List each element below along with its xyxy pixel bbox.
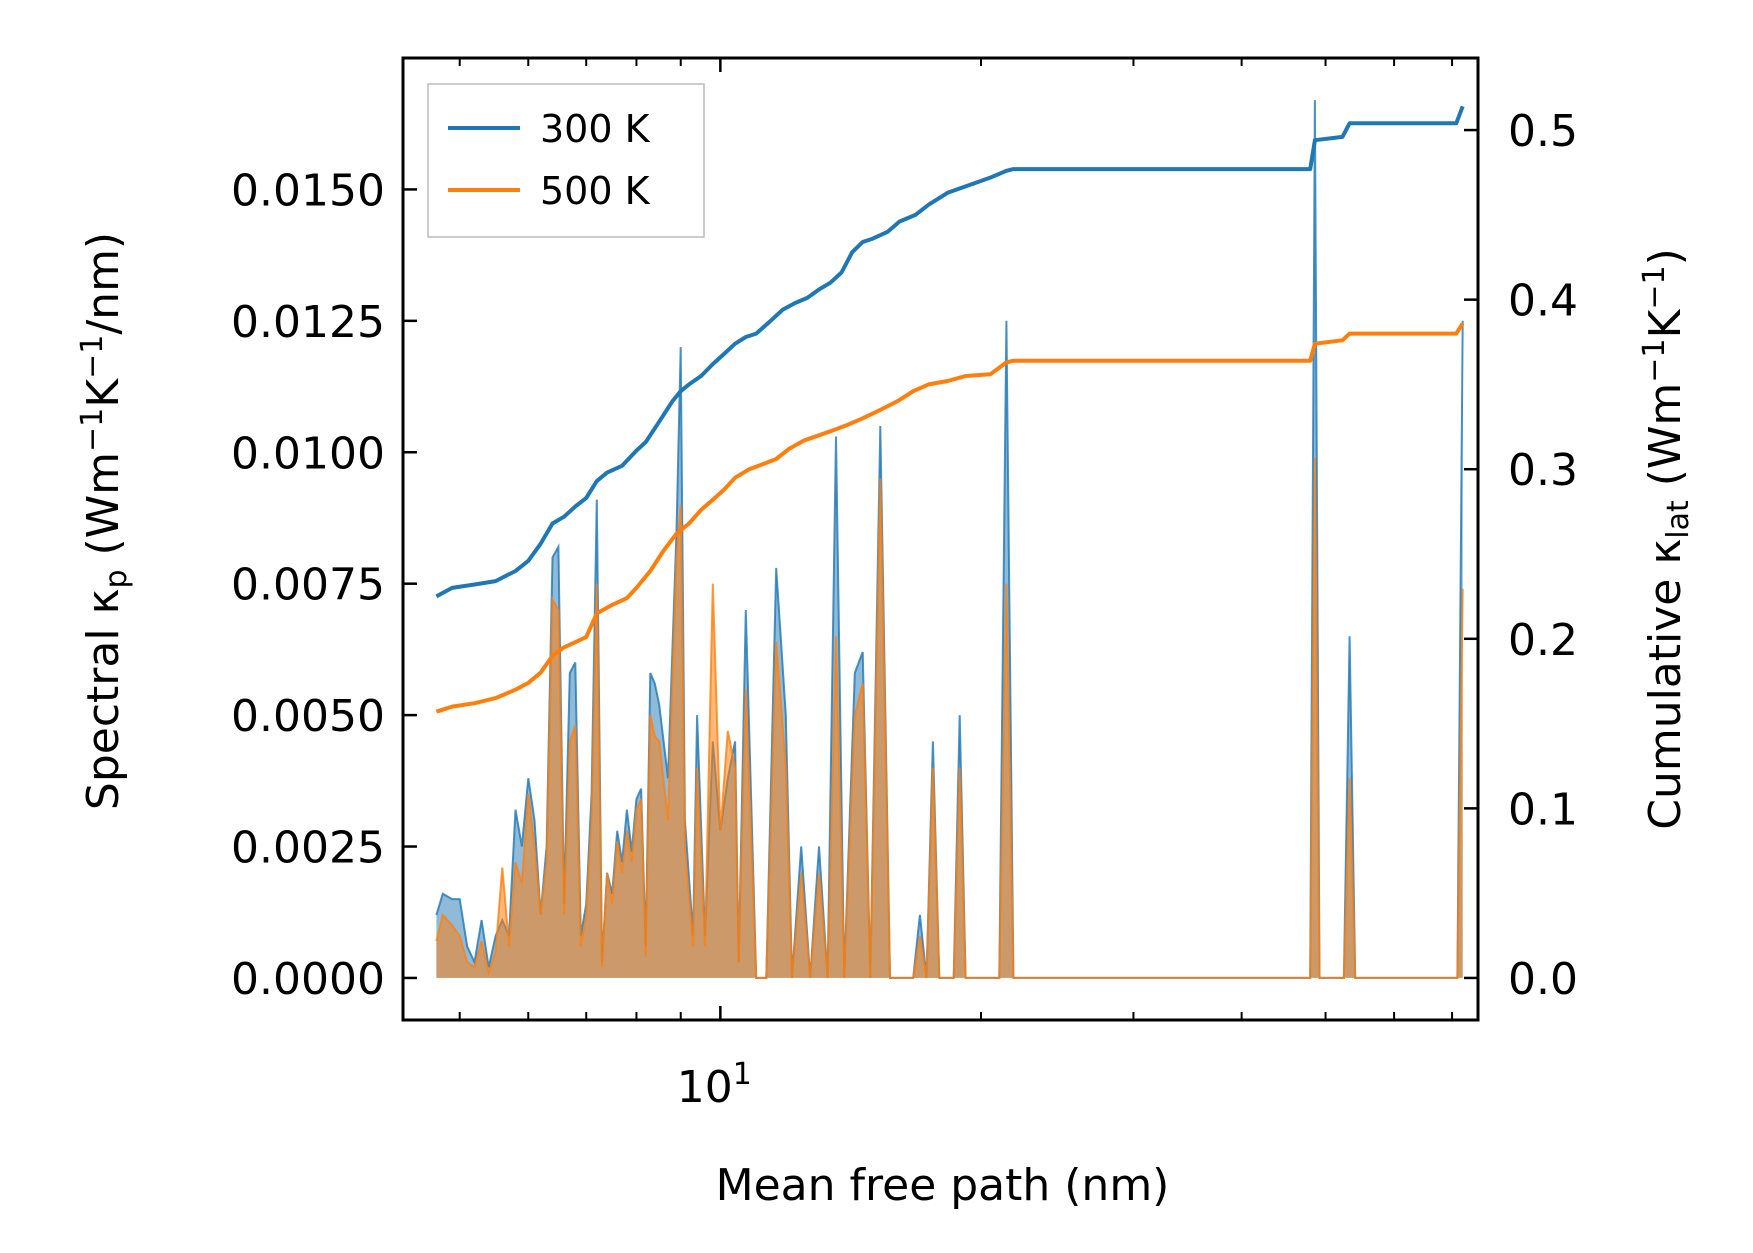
left-y-tick-label: 0.0100 [231, 428, 385, 479]
left-ylabel-sup1: −1 [75, 408, 110, 452]
left-ylabel-mid: K [78, 378, 129, 408]
legend-label-300k: 300 K [540, 107, 651, 151]
cumulative-line-300k [435, 105, 1465, 599]
x-axis-label: Mean free path (nm) [716, 1160, 1170, 1211]
left-y-tick-label: 0.0025 [231, 823, 385, 874]
right-ylabel-sup2: −1 [1637, 265, 1672, 309]
legend-label-500k: 500 K [540, 169, 651, 213]
right-y-tick-label: 0.4 [1508, 276, 1578, 327]
cumulative-lines [435, 105, 1465, 714]
x-tick-label: 101 [677, 1057, 752, 1113]
plot-frame [401, 56, 1480, 1022]
cumulative-line-500k [435, 322, 1465, 714]
left-y-tick-label: 0.0075 [231, 560, 385, 611]
left-ylabel-base: Spectral κ [78, 589, 129, 811]
left-y-axis-label: Spectral κp (Wm−1K−1/nm) [75, 232, 134, 810]
right-y-tick-label: 0.2 [1508, 615, 1578, 666]
legend-box [427, 83, 705, 238]
right-ylabel-unit-open: (Wm [1640, 383, 1691, 501]
legend: 300 K 500 K [427, 83, 705, 238]
right-y-tick-label: 0.1 [1508, 784, 1578, 835]
left-ylabel-unit-open: (Wm [78, 452, 129, 570]
right-y-tick-label: 0.3 [1508, 445, 1578, 496]
right-y-axis-label: Cumulative κlat (Wm−1K−1) [1637, 248, 1696, 830]
left-ylabel-sup2: −1 [75, 335, 110, 379]
left-ylabel-sub: p [99, 569, 134, 588]
right-ylabel-mid: K [1640, 308, 1691, 338]
right-ylabel-sup1: −1 [1637, 338, 1672, 382]
spectral-area-500k [436, 457, 1463, 978]
spectral-line-500k [435, 457, 1464, 979]
right-ylabel-sub: lat [1661, 500, 1696, 539]
right-y-tick-label: 0.5 [1508, 106, 1578, 157]
left-y-tick-label: 0.0150 [231, 165, 385, 216]
spectral-fills [435, 100, 1464, 979]
left-y-tick-label: 0.0050 [231, 691, 385, 742]
left-y-tick-label: 0.0000 [231, 954, 385, 1005]
right-ylabel-base: Cumulative κ [1640, 539, 1691, 830]
left-y-tick-label: 0.0125 [231, 297, 385, 348]
right-y-tick-label: 0.0 [1508, 954, 1578, 1005]
right-ylabel-unit-close: ) [1640, 248, 1691, 265]
left-ylabel-unit-close: /nm) [78, 232, 129, 335]
axis-ticks: 0.00000.00250.00500.00750.01000.01250.01… [231, 58, 1578, 1113]
